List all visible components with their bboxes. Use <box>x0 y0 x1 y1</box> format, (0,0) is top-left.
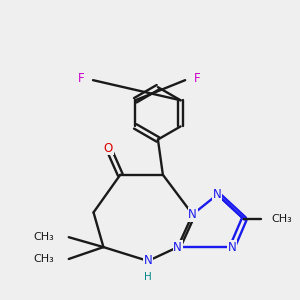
Text: CH₃: CH₃ <box>272 214 292 224</box>
Text: CH₃: CH₃ <box>33 254 54 264</box>
Text: CH₃: CH₃ <box>33 232 54 242</box>
Text: N: N <box>173 241 182 254</box>
Text: N: N <box>213 188 222 201</box>
Text: N: N <box>228 241 237 254</box>
Text: F: F <box>78 72 85 85</box>
Text: F: F <box>194 72 200 85</box>
Text: O: O <box>104 142 113 154</box>
Text: H: H <box>144 272 152 282</box>
Text: N: N <box>188 208 197 221</box>
Text: N: N <box>144 254 152 268</box>
